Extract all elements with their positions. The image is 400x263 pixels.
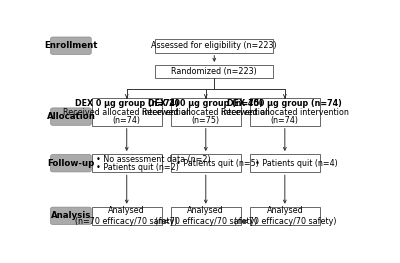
Text: (n=75): (n=75) xyxy=(192,116,220,125)
FancyBboxPatch shape xyxy=(171,207,241,225)
FancyBboxPatch shape xyxy=(155,65,273,78)
Text: Received allocated intervention: Received allocated intervention xyxy=(142,108,270,117)
FancyBboxPatch shape xyxy=(51,37,91,54)
Text: • Patients quit (n=2): • Patients quit (n=2) xyxy=(96,163,179,172)
FancyBboxPatch shape xyxy=(51,207,91,225)
Text: Analysed
(n=70 efficacy/70 safety): Analysed (n=70 efficacy/70 safety) xyxy=(154,206,257,226)
FancyBboxPatch shape xyxy=(250,154,320,172)
FancyBboxPatch shape xyxy=(51,108,91,125)
FancyBboxPatch shape xyxy=(250,98,320,126)
Text: Received allocated intervention: Received allocated intervention xyxy=(221,108,349,117)
Text: (n=74): (n=74) xyxy=(113,116,141,125)
Text: • Patients quit (n=4): • Patients quit (n=4) xyxy=(255,159,337,168)
Text: Analysed
(n=70 efficacy/70 safety): Analysed (n=70 efficacy/70 safety) xyxy=(234,206,336,226)
FancyBboxPatch shape xyxy=(250,207,320,225)
FancyBboxPatch shape xyxy=(171,98,241,126)
Text: Follow-up: Follow-up xyxy=(47,159,95,168)
Text: (n=74): (n=74) xyxy=(271,116,299,125)
Text: Analysed
(n=70 efficacy/70 safety): Analysed (n=70 efficacy/70 safety) xyxy=(76,206,178,226)
Text: • No assessment data (n=2): • No assessment data (n=2) xyxy=(96,155,211,164)
FancyBboxPatch shape xyxy=(92,98,162,126)
Text: Randomized (n=223): Randomized (n=223) xyxy=(172,67,257,76)
Text: DEX 400 μg group (n=74): DEX 400 μg group (n=74) xyxy=(227,99,342,109)
Text: Analysis: Analysis xyxy=(51,211,91,220)
Text: Received allocated intervention: Received allocated intervention xyxy=(63,108,191,117)
Text: • Patients quit (n=5): • Patients quit (n=5) xyxy=(176,159,258,168)
Text: Allocation: Allocation xyxy=(46,112,95,121)
Text: Assessed for eligibility (n=223): Assessed for eligibility (n=223) xyxy=(152,41,277,50)
Text: Enrollment: Enrollment xyxy=(44,41,98,50)
Text: DEX 200 μg group (n=75): DEX 200 μg group (n=75) xyxy=(148,99,263,109)
Text: DEX 0 μg group (n=74): DEX 0 μg group (n=74) xyxy=(75,99,179,109)
FancyBboxPatch shape xyxy=(92,154,162,172)
FancyBboxPatch shape xyxy=(171,154,241,172)
FancyBboxPatch shape xyxy=(51,154,91,172)
FancyBboxPatch shape xyxy=(92,207,162,225)
FancyBboxPatch shape xyxy=(155,39,273,53)
